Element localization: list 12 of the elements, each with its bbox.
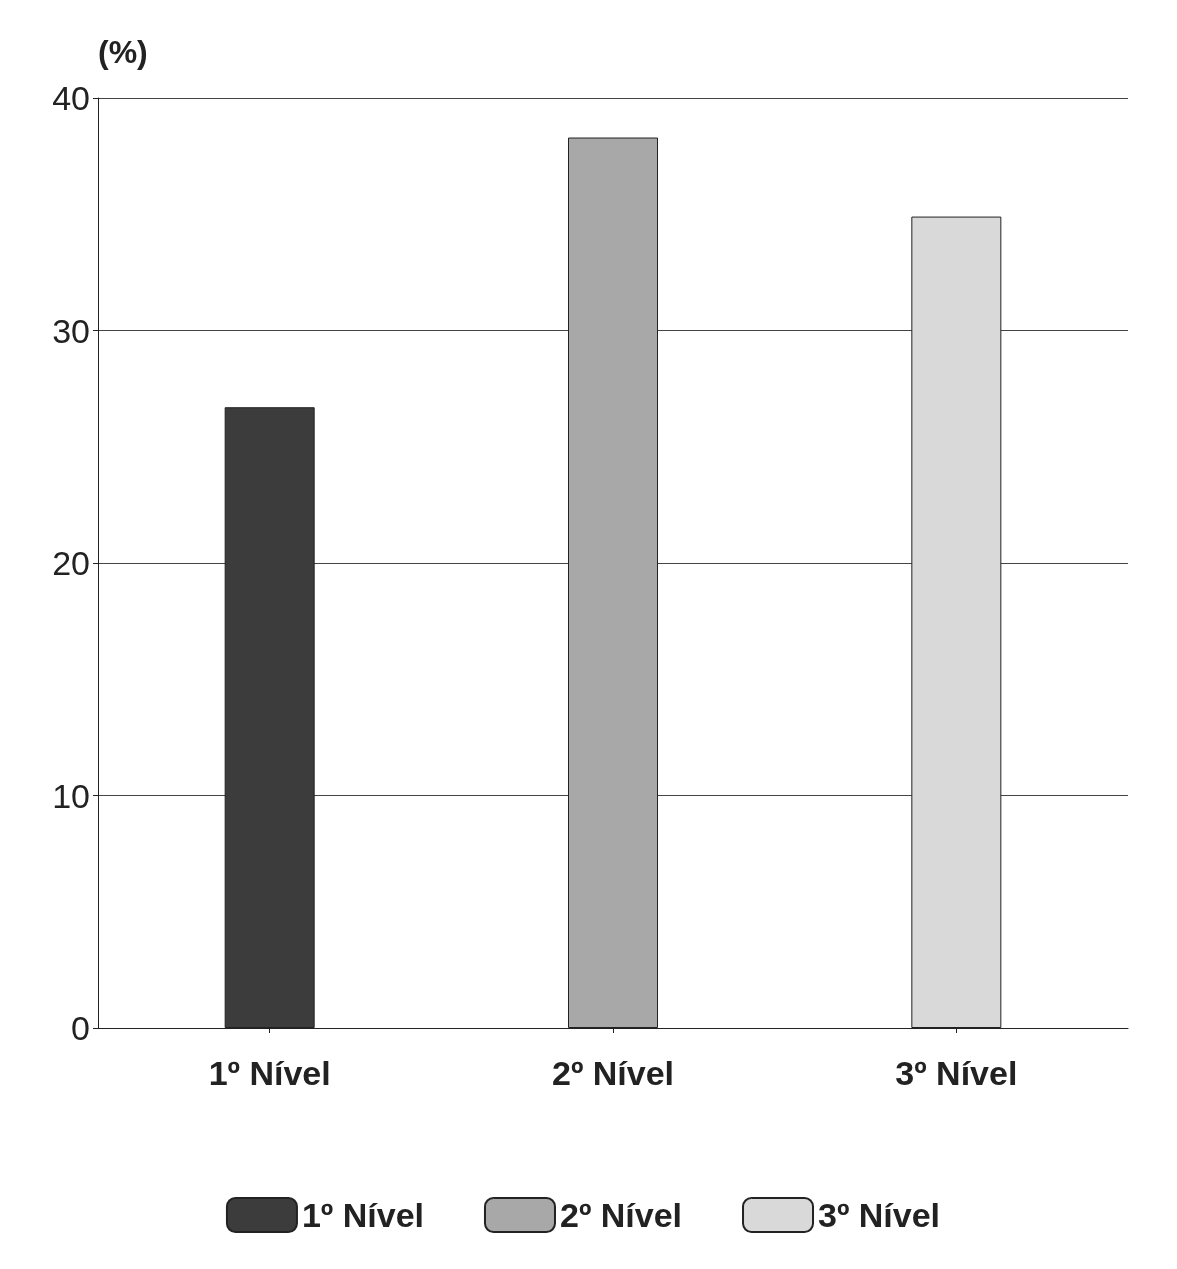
legend-label: 1º Nível [301, 1196, 424, 1234]
x-tick-label: 3º Nível [895, 1054, 1018, 1092]
x-tick-label: 1º Nível [208, 1054, 331, 1092]
x-tick-label: 2º Nível [551, 1054, 675, 1092]
y-tick-label: 0 [71, 1009, 90, 1047]
legend-label: 2º Nível [559, 1196, 683, 1234]
legend-label: 3º Nível [818, 1196, 941, 1234]
y-tick-label: 30 [52, 311, 90, 350]
y-tick-label: 10 [52, 776, 90, 815]
y-tick-label: 40 [52, 79, 90, 117]
y-axis-title: (%) [98, 34, 148, 70]
y-tick-label: 20 [52, 544, 90, 582]
